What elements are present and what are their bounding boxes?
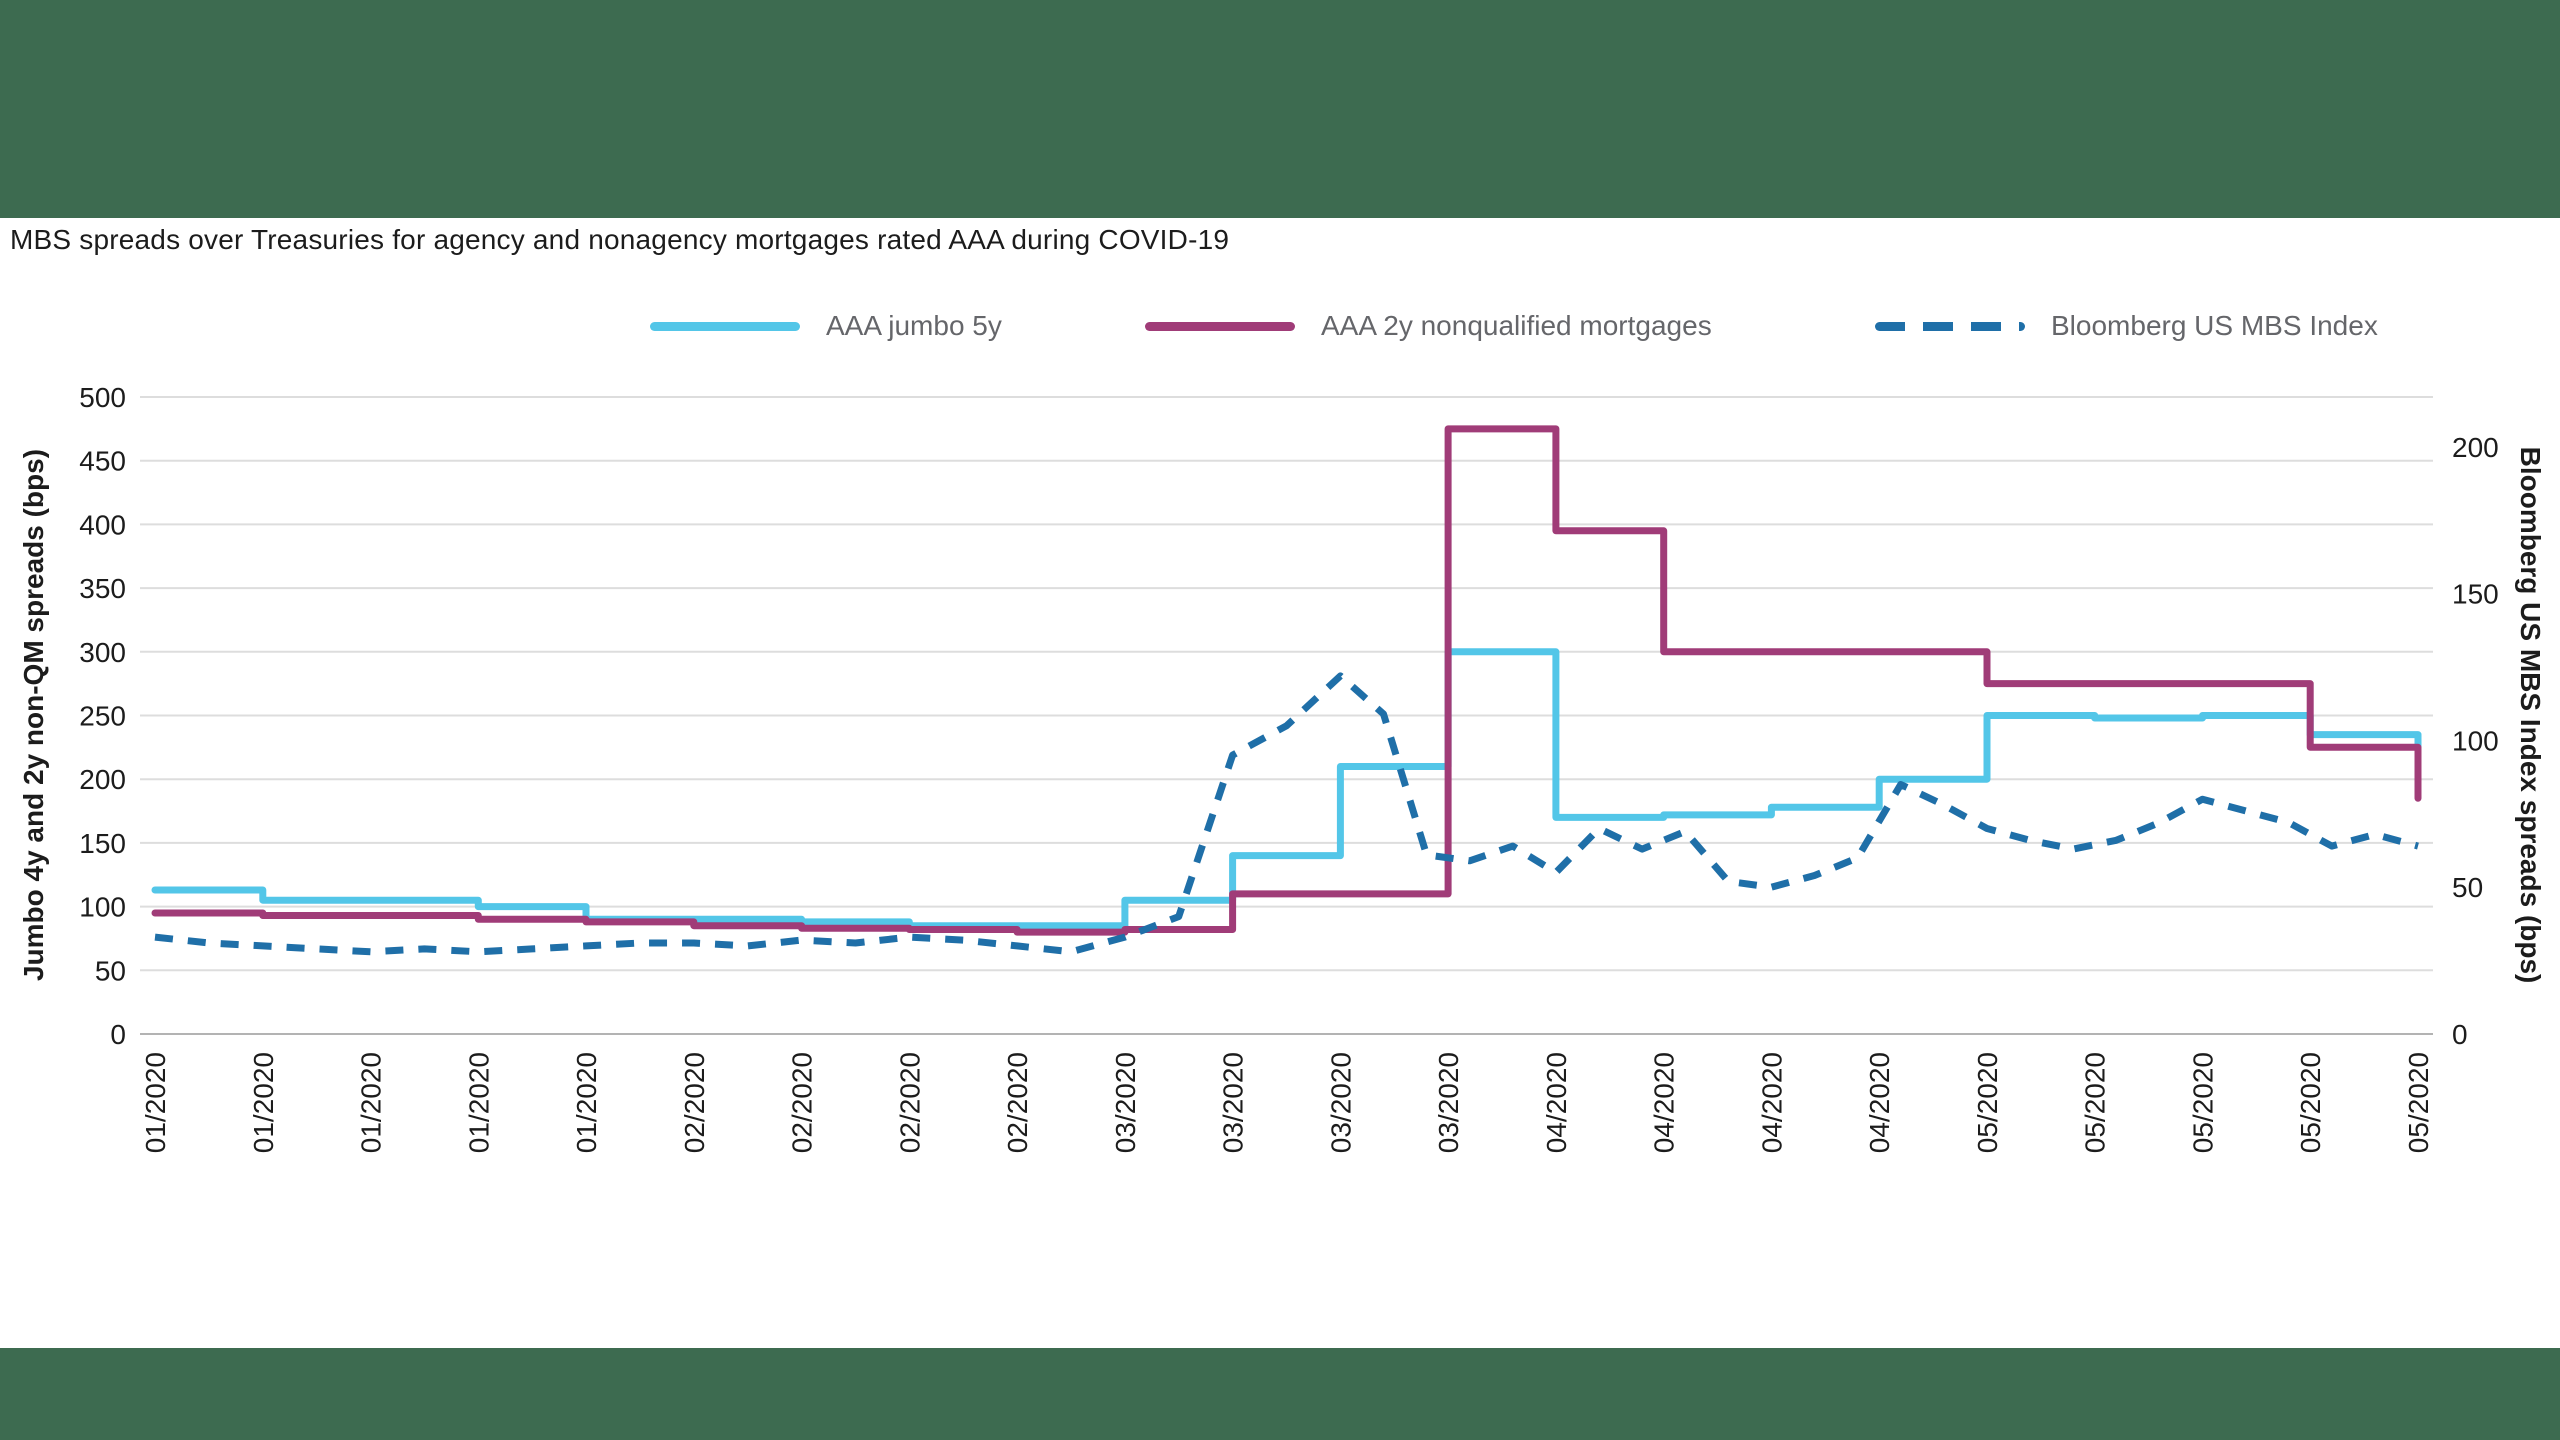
left-axis-tick-label: 500 [79,382,126,413]
left-axis-tick-label: 400 [79,509,126,540]
legend-swatch-solid-cyan [650,321,800,331]
x-axis-tick-label: 05/2020 [2295,1052,2326,1153]
x-axis-tick-label: 02/2020 [1002,1052,1033,1153]
legend-item-aaa-jumbo-5y: AAA jumbo 5y [650,310,1002,342]
legend-label: AAA jumbo 5y [826,310,1002,341]
right-axis-tick-label: 0 [2452,1019,2468,1050]
left-axis-tick-label: 50 [95,955,126,986]
series-line-2 [154,672,2419,956]
legend-swatch-dashed-blue [1875,321,2025,331]
right-axis-tick-label: 100 [2452,725,2499,756]
x-axis-tick-label: 03/2020 [1110,1052,1141,1153]
right-axis-tick-label: 50 [2452,872,2483,903]
x-axis-tick-label: 04/2020 [1541,1052,1572,1153]
x-axis-tick-label: 02/2020 [894,1052,925,1153]
left-axis-tick-label: 300 [79,637,126,668]
x-axis-tick-label: 01/2020 [463,1052,494,1153]
x-axis-tick-label: 05/2020 [1972,1052,2003,1153]
x-axis-tick-label: 03/2020 [1325,1052,1356,1153]
x-axis-tick-label: 05/2020 [2403,1052,2434,1153]
left-axis-tick-label: 150 [79,828,126,859]
chart-panel [0,218,2560,1348]
series-line-0 [151,648,2422,930]
left-axis-tick-label: 250 [79,701,126,732]
legend-label: AAA 2y nonqualified mortgages [1321,310,1712,341]
x-axis-tick-label: 02/2020 [679,1052,710,1153]
x-axis-tick-label: 04/2020 [1864,1052,1895,1153]
x-axis-tick-label: 05/2020 [2080,1052,2111,1153]
legend-label: Bloomberg US MBS Index [2051,310,2378,341]
x-axis-tick-label: 04/2020 [1756,1052,1787,1153]
right-axis-tick-label: 200 [2452,432,2499,463]
legend-swatch-solid-magenta [1145,321,1295,331]
right-axis-tick-label: 150 [2452,579,2499,610]
legend-item-aaa-2y-nonqualified: AAA 2y nonqualified mortgages [1145,310,1712,342]
left-axis-tick-label: 350 [79,573,126,604]
x-axis-tick-label: 01/2020 [571,1052,602,1153]
left-axis-tick-label: 0 [110,1019,126,1050]
series-line-1 [151,425,2422,936]
left-axis-tick-label: 450 [79,446,126,477]
left-axis-tick-label: 200 [79,764,126,795]
x-axis-tick-label: 05/2020 [2187,1052,2218,1153]
chart-title: MBS spreads over Treasuries for agency a… [10,224,1230,255]
x-axis-tick-label: 03/2020 [1218,1052,1249,1153]
legend-item-bloomberg-mbs-index: Bloomberg US MBS Index [1875,310,2378,342]
left-axis-tick-label: 100 [79,892,126,923]
x-axis-tick-label: 01/2020 [356,1052,387,1153]
x-axis-tick-label: 02/2020 [787,1052,818,1153]
x-axis-tick-label: 01/2020 [248,1052,279,1153]
x-axis-tick-label: 04/2020 [1649,1052,1680,1153]
x-axis-tick-label: 03/2020 [1433,1052,1464,1153]
x-axis-tick-label: 01/2020 [140,1052,171,1153]
